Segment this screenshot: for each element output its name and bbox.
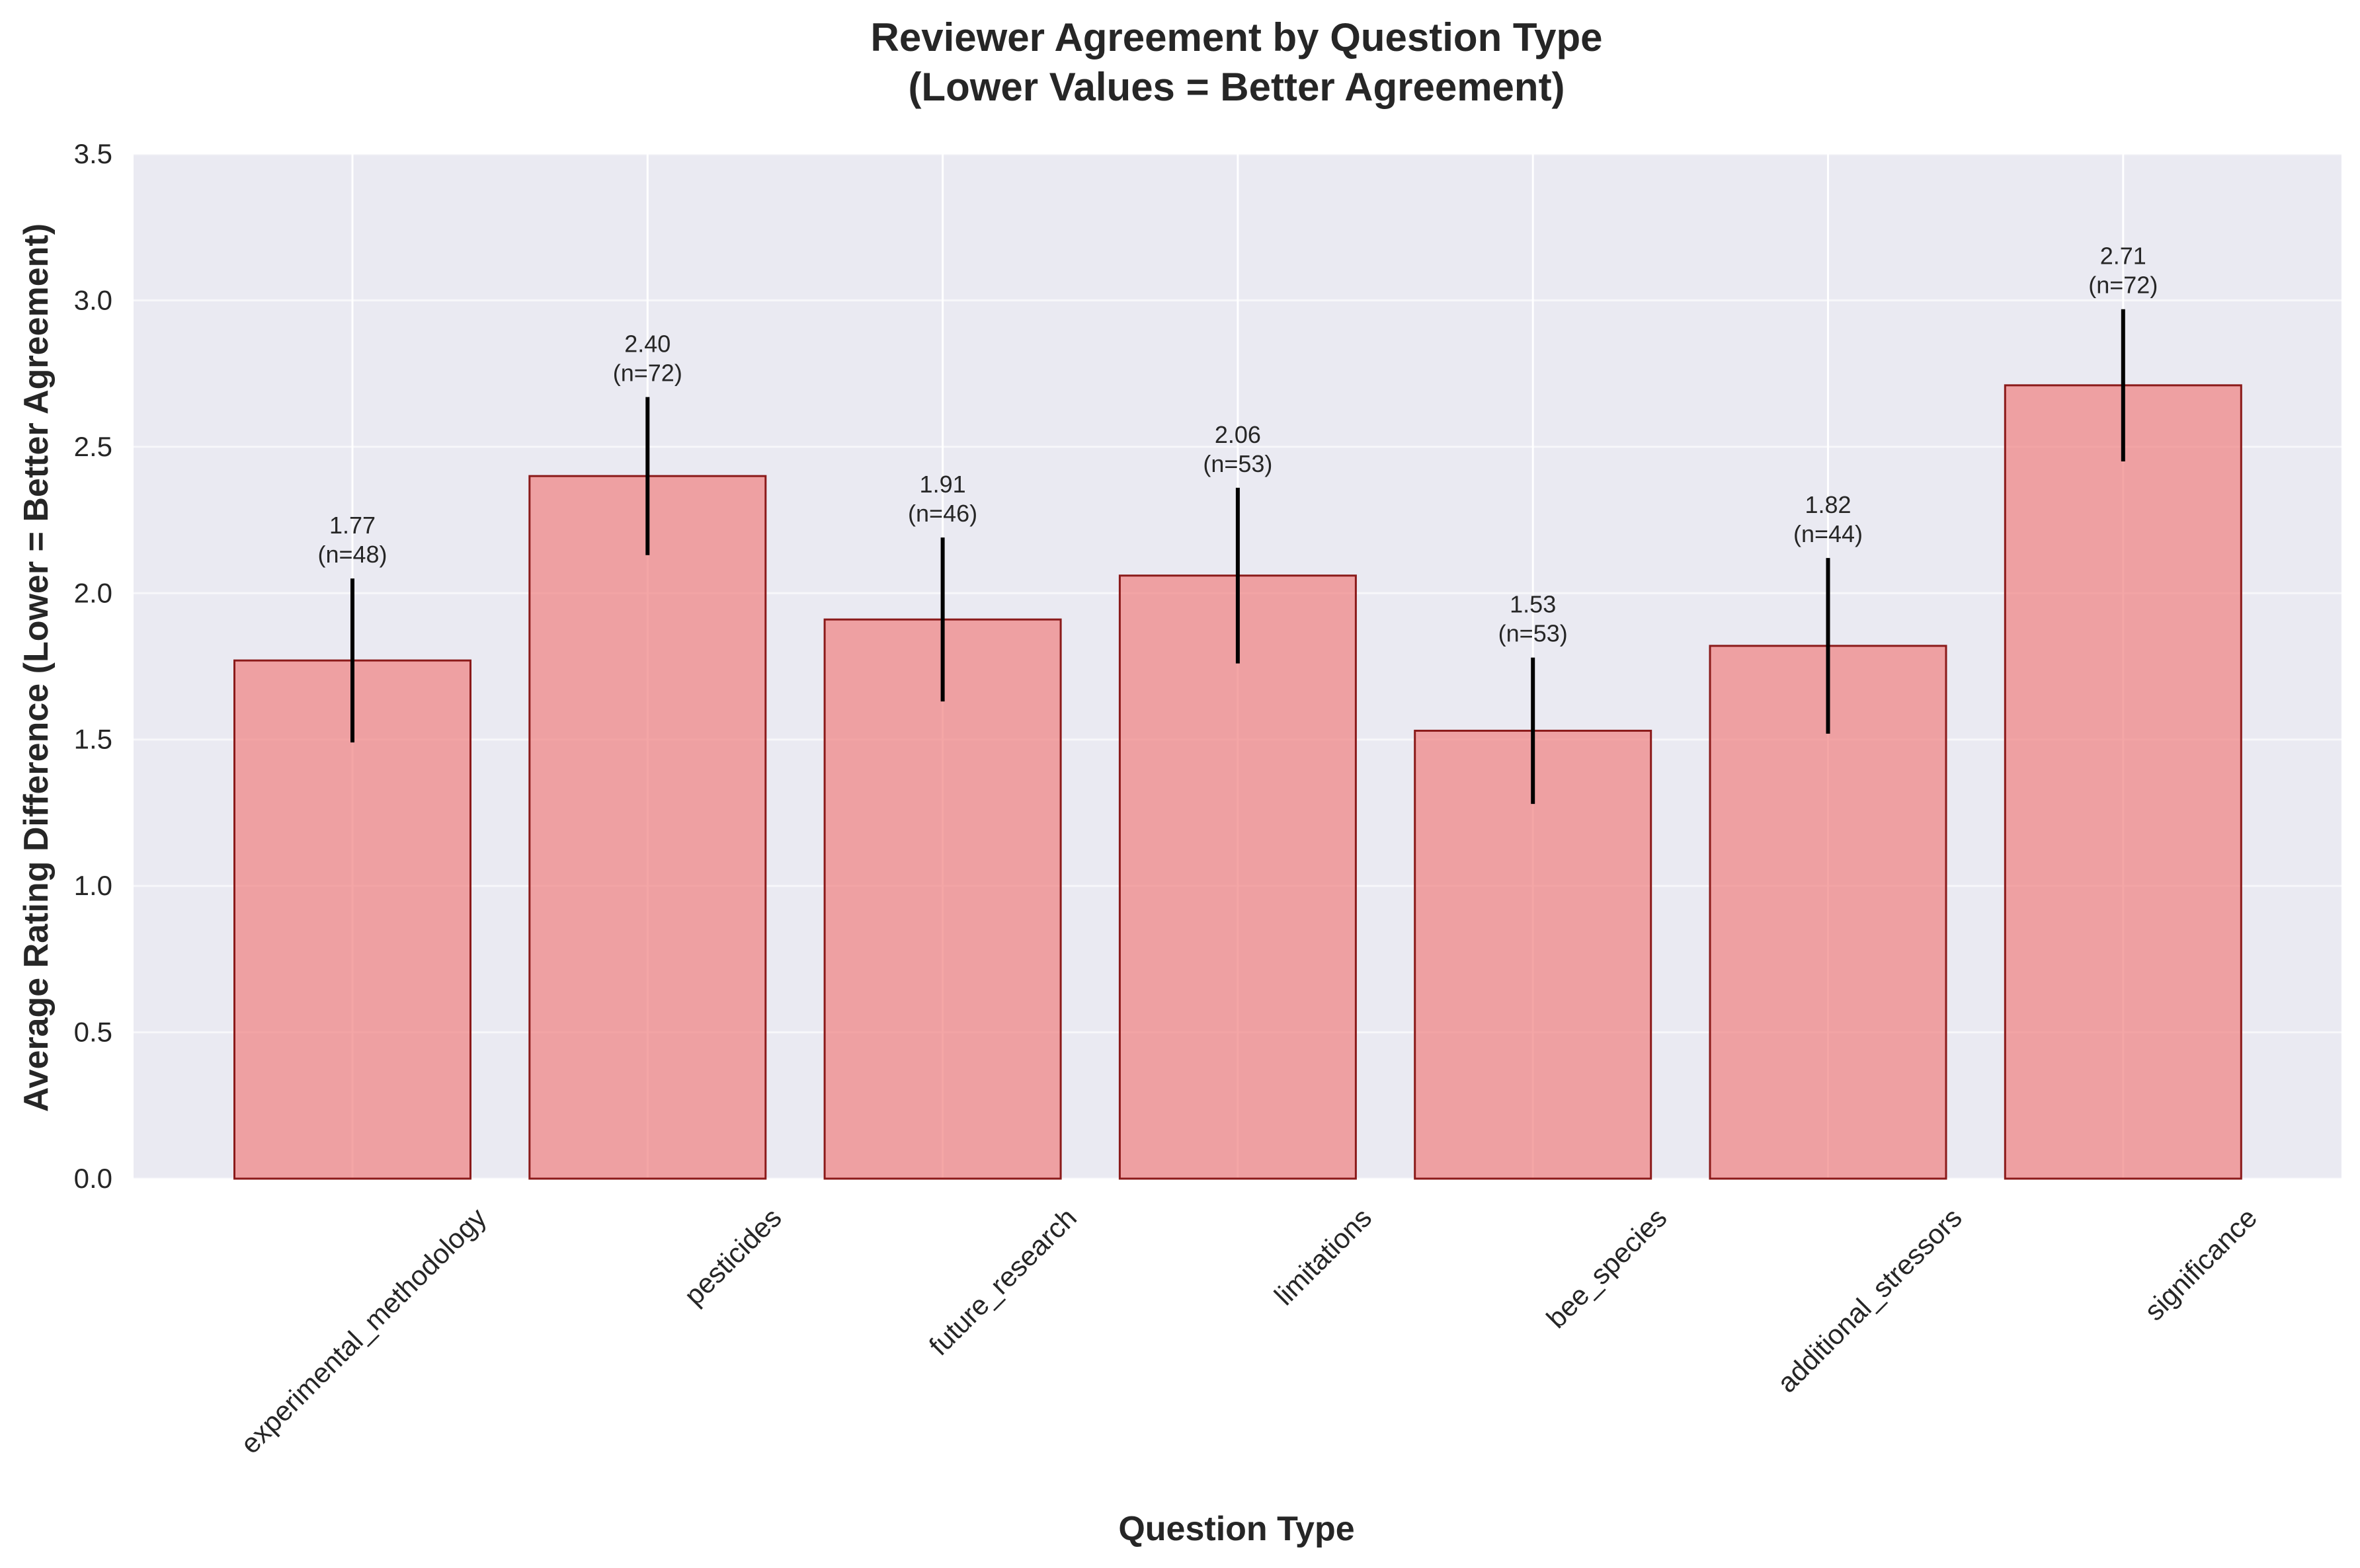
y-tick-label: 3.0	[74, 284, 112, 315]
x-tick-label: experimental_methodology	[235, 1202, 493, 1460]
bar-bee_species	[1414, 729, 1652, 1180]
x-tick-label: additional_stressors	[1771, 1202, 1968, 1398]
value-label: 2.40	[624, 331, 671, 358]
y-tick-label: 0.0	[74, 1163, 112, 1194]
n-label: (n=48)	[317, 541, 387, 568]
n-label: (n=53)	[1203, 450, 1272, 477]
value-label: 1.77	[329, 512, 376, 539]
n-label: (n=46)	[908, 500, 977, 527]
n-label: (n=44)	[1793, 520, 1863, 547]
chart-title-line-1: Reviewer Agreement by Question Type	[871, 15, 1603, 59]
value-label: 2.06	[1215, 421, 1261, 448]
chart-title-line-2: (Lower Values = Better Agreement)	[908, 65, 1565, 109]
y-tick-label: 0.5	[74, 1017, 112, 1048]
bar-pesticides	[528, 475, 767, 1180]
y-tick-label: 1.5	[74, 724, 112, 755]
value-label: 1.53	[1510, 591, 1556, 618]
bars	[233, 384, 2242, 1180]
bar-future_research	[823, 618, 1062, 1180]
x-axis-title: Question Type	[1118, 1510, 1354, 1548]
y-tick-label: 2.0	[74, 577, 112, 608]
value-label: 1.91	[920, 471, 966, 498]
x-tick-label: pesticides	[678, 1202, 787, 1311]
bar-significance	[2004, 384, 2242, 1180]
y-axis-ticks: 0.0 0.5 1.0 1.5 2.0 2.5 3.0 3.5	[74, 138, 112, 1194]
x-axis-ticks: experimental_methodology pesticides future…	[235, 1202, 2263, 1460]
n-label: (n=72)	[2088, 272, 2158, 299]
bar-additional_stressors	[1709, 645, 1947, 1180]
y-axis-title: Average Rating Difference (Lower = Bette…	[17, 223, 56, 1112]
value-label: 2.71	[2100, 243, 2146, 270]
n-label: (n=53)	[1498, 620, 1568, 647]
data-labels: 1.77(n=48)2.40(n=72)1.91(n=46)2.06(n=53)…	[317, 243, 2158, 647]
y-tick-label: 2.5	[74, 431, 112, 462]
y-tick-label: 1.0	[74, 870, 112, 901]
x-tick-label: significance	[2138, 1202, 2263, 1326]
bar-limitations	[1118, 574, 1357, 1180]
x-tick-label: future_research	[923, 1202, 1082, 1361]
y-tick-label: 3.5	[74, 138, 112, 169]
x-tick-label: limitations	[1268, 1202, 1377, 1311]
x-tick-label: bee_species	[1541, 1202, 1673, 1334]
value-label: 1.82	[1805, 491, 1851, 518]
n-label: (n=72)	[613, 360, 682, 387]
error-bars	[350, 309, 2125, 804]
